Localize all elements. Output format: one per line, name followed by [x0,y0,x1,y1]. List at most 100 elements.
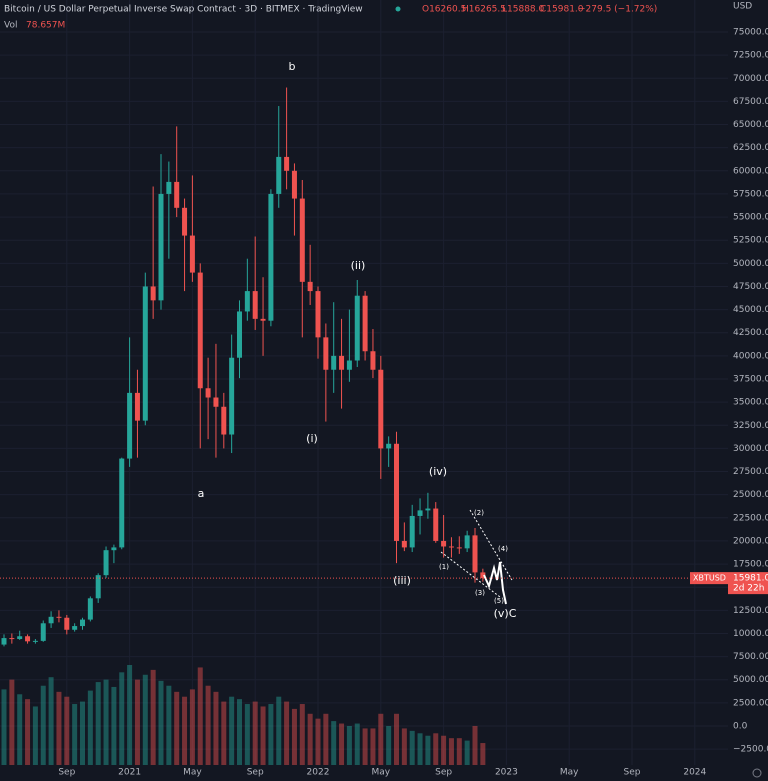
candle-body [346,360,352,370]
x-tick-label: Sep [247,768,264,778]
candle-body [237,311,242,358]
volume-value: 78.657M [26,21,65,31]
candle-body [142,286,148,421]
settings-icon[interactable] [752,768,762,778]
wave-label: (ii) [351,259,366,272]
y-tick-label: 12500.0 [733,606,768,616]
volume-bar [40,685,46,765]
candle-body [409,515,415,548]
wave-label: (3) [475,589,485,597]
candle-body [221,406,227,435]
candle-body [111,547,117,551]
volume-bar [87,690,93,765]
wave-label: (5) [494,597,504,605]
volume-bar [17,694,23,765]
y-tick-label: 37500.0 [733,374,768,384]
volume-bar [354,723,360,765]
x-tick-label: Sep [58,768,75,778]
price-axis [728,0,768,765]
candle-body [378,369,384,449]
wave-label: (iv) [429,465,447,478]
volume-bar [221,701,227,765]
volume-bar [205,685,211,765]
price-tag [728,572,768,595]
volume-bar [331,721,337,765]
y-tick-label: 60000.0 [733,166,768,176]
symbol-tag [690,572,728,585]
volume-bar [362,728,368,765]
candle-body [401,540,407,548]
candle-body [134,392,140,421]
y-tick-label: 22500.0 [733,513,768,523]
candle-body [1,638,7,645]
y-tick-label: 55000.0 [733,213,768,223]
candle-body [291,170,297,199]
candle-body [205,388,211,398]
wave-label: (4) [498,545,508,553]
volume-bar [56,691,62,765]
wave-label: b [289,60,296,73]
candle-body [17,636,23,640]
volume-label: Vol [4,21,17,31]
status-dot [395,6,401,12]
volume-bar [441,735,447,765]
ohlc-value: C15981.0 [540,5,584,15]
candle-body [323,337,329,370]
candle-body [9,638,15,640]
volume-bar [197,667,203,765]
volume-bar [142,674,148,765]
volume-bar [472,725,478,765]
volume-bar [433,733,439,765]
candle-body [127,392,133,459]
y-tick-label: 32500.0 [733,421,768,431]
volume-bar [346,725,352,765]
candle-body [456,547,462,549]
volume-bar [276,696,282,765]
candle-layer [1,87,486,647]
volume-bar [425,735,431,765]
y-tick-label: 2500.00 [733,698,768,708]
volume-bar [134,679,140,765]
volume-bar [339,723,345,765]
candle-body [87,598,93,620]
ohlc-value: O16260.5 [422,5,466,15]
volume-bar [401,728,407,765]
volume-bar [95,682,101,765]
x-tick-label: May [371,768,390,778]
y-tick-label: 57500.0 [733,189,768,199]
volume-bar [9,679,15,765]
volume-bar [237,699,242,765]
candle-body [189,235,195,273]
price-label: 15981.0 [733,574,768,584]
candle-body [480,572,486,579]
candle-body [213,397,219,407]
volume-bar [150,669,156,765]
projection-path [483,561,507,605]
candle-body [362,295,368,352]
y-tick-label: 45000.0 [733,305,768,315]
y-tick-label: 65000.0 [733,120,768,130]
volume-bar [182,696,188,765]
candle-body [299,198,305,282]
candle-body [386,443,392,449]
y-tick-label: 10000.0 [733,629,768,639]
ohlc-value: −279.5 (−1.72%) [578,5,657,15]
y-tick-label: 40000.0 [733,351,768,361]
candle-body [103,550,109,576]
y-tick-label: 70000.0 [733,74,768,84]
trend-line [440,551,501,598]
y-tick-label: 35000.0 [733,398,768,408]
candle-body [95,575,101,599]
y-tick-label: 72500.0 [733,51,768,61]
x-tick-label: Sep [435,768,452,778]
x-tick-label: 2023 [495,768,518,778]
chart-title: Bitcoin / US Dollar Perpetual Inverse Sw… [4,5,363,15]
annotation-layer: b a (i) (ii) (iii) (iv) (v)C (1) (2) (3) (4) (5) [198,60,517,620]
volume-bar [299,704,305,765]
candle-body [425,508,431,511]
wave-label: (2) [474,509,484,517]
candle-body [48,616,54,624]
y-tick-label: 25000.0 [733,490,768,500]
candle-body [119,458,125,548]
axis-layer: 75000.0 72500.0 70000.0 67500.0 65000.0 62500… [0,28,768,778]
